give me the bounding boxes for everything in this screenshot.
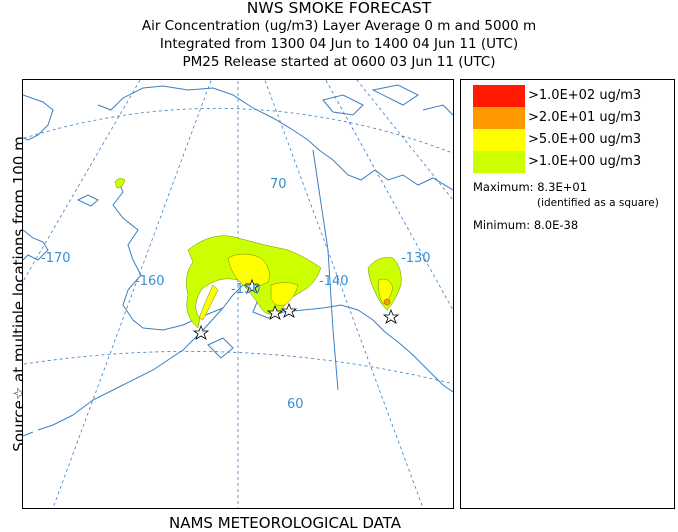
arctic-coast (97, 85, 320, 151)
parallel-70 (23, 107, 453, 154)
lat-label-60: 60 (287, 397, 304, 412)
source-star (243, 278, 261, 294)
lon-label-m130: -130 (401, 251, 431, 266)
canada-islands (322, 84, 453, 116)
plume-central-core (227, 253, 270, 288)
lat-label-70: 70 (270, 177, 287, 192)
concentration-subtitle: Air Concentration (ug/m3) Layer Average … (141, 18, 537, 34)
data-source-footer: NAMS METEOROLOGICAL DATA (169, 514, 401, 532)
maximum-value: Maximum: 8.3E+01 (473, 180, 588, 194)
plume-north (114, 178, 126, 189)
lon-label-m170: -170 (41, 251, 71, 266)
forecast-title: NWS SMOKE FORECAST (246, 0, 432, 17)
siberia-coast-2 (23, 229, 49, 261)
meridian-m120 (356, 80, 453, 201)
graticule (23, 80, 453, 508)
alaska-west-coast (112, 179, 144, 329)
plume-east-core (378, 278, 394, 305)
legend-label: >5.0E+00 ug/m3 (528, 132, 642, 147)
aleutians (23, 414, 74, 437)
integration-period: Integrated from 1300 04 Jun to 1400 04 J… (159, 36, 519, 52)
release-start: PM25 Release started at 0600 03 Jun 11 (… (182, 54, 496, 70)
st-lawrence-island (76, 194, 99, 207)
alaska-canada-border (312, 149, 339, 391)
legend-panel: >1.0E+02 ug/m3 >2.0E+01 ug/m3 >5.0E+00 u… (460, 79, 675, 509)
bristol-bay (142, 307, 224, 331)
smoke-map: -170 -160 -150 -140 -130 70 60 (22, 79, 454, 509)
legend-label: >2.0E+01 ug/m3 (528, 110, 642, 125)
minimum-value: Minimum: 8.0E-38 (473, 218, 579, 232)
coastline (23, 84, 453, 437)
legend-label: >1.0E+00 ug/m3 (528, 154, 642, 169)
kodiak-island (207, 337, 234, 359)
plume-trail (198, 284, 219, 321)
smoke-plumes (114, 178, 402, 329)
maximum-note: (identified as a square) (537, 197, 659, 209)
legend-swatch (473, 85, 525, 107)
plume-east-max (383, 298, 391, 306)
source-markers (192, 278, 400, 340)
plume-south-core (270, 282, 299, 306)
lon-label-m140: -140 (319, 274, 349, 289)
siberia-coast (23, 94, 54, 141)
legend-swatch (473, 151, 525, 173)
lon-label-m150: -150 (231, 282, 261, 297)
source-star (280, 302, 298, 318)
source-star (382, 308, 400, 324)
lon-label-m160: -160 (135, 274, 165, 289)
source-star (266, 304, 284, 320)
alaska-peninsula (72, 307, 224, 416)
legend-label: >1.0E+02 ug/m3 (528, 88, 642, 103)
meridian-m140 (264, 80, 424, 508)
canada-arctic-coast (318, 149, 453, 191)
source-star (192, 324, 210, 340)
alaska-map-canvas: -170 -160 -150 -140 -130 70 60 (23, 80, 453, 508)
legend-swatch (473, 107, 525, 129)
gulf-of-alaska (282, 304, 453, 393)
parallel-60 (23, 351, 453, 385)
legend-swatch (473, 129, 525, 151)
meridian-m160 (52, 80, 212, 508)
